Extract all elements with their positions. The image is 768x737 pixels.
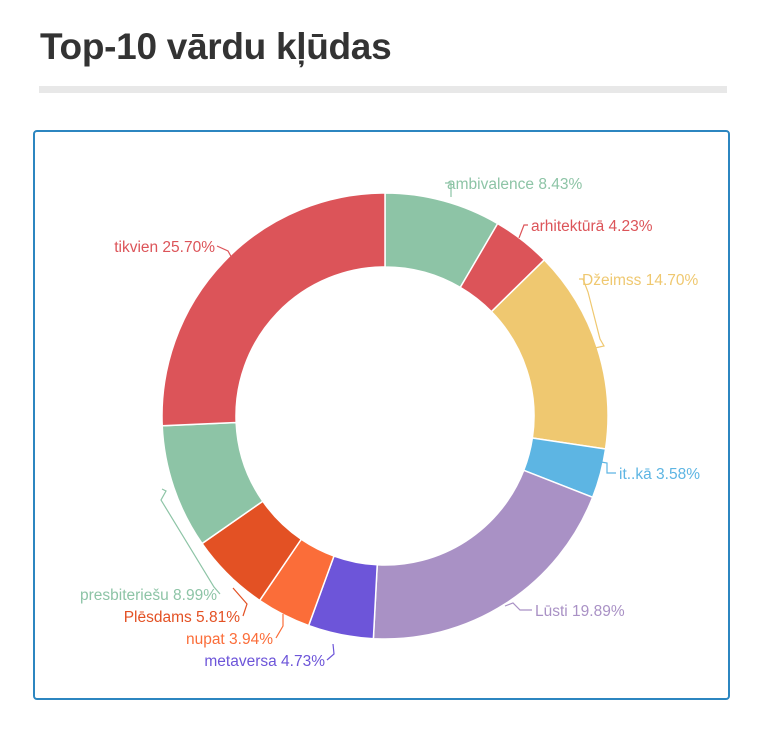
slice-label: presbiteriešu 8.99% xyxy=(80,587,217,604)
leader-line xyxy=(216,245,234,261)
leader-line xyxy=(445,182,452,197)
slices-layer xyxy=(161,192,609,640)
page-title: Top-10 vārdu kļūdas xyxy=(40,26,392,67)
leader-line xyxy=(326,643,335,661)
slice-label: it..kā 3.58% xyxy=(619,466,700,483)
leader-line xyxy=(504,602,532,611)
slice-label: Džeimss 14.70% xyxy=(582,272,699,289)
chart-card: ambivalence 8.43% arhitektūrā 4.23% Džeims… xyxy=(33,130,730,700)
leader-line xyxy=(232,587,248,617)
leader-line xyxy=(160,488,221,595)
slice-label: metaversa 4.73% xyxy=(204,653,325,670)
leader-line xyxy=(275,614,284,639)
leader-line xyxy=(600,461,616,474)
slice-label: nupat 3.94% xyxy=(186,631,273,648)
slice-label: arhitektūrā 4.23% xyxy=(531,218,653,235)
slice-label: Plēsdams 5.81% xyxy=(124,609,241,626)
title-divider xyxy=(39,86,727,93)
leader-line xyxy=(518,224,528,239)
leaders-layer xyxy=(160,182,616,661)
slice-tikvien[interactable] xyxy=(161,192,386,427)
slice-label: Lūsti 19.89% xyxy=(535,603,625,620)
leader-line xyxy=(579,278,605,349)
slice-label: ambivalence 8.43% xyxy=(447,176,582,193)
donut-chart: ambivalence 8.43% arhitektūrā 4.23% Džeims… xyxy=(80,176,700,670)
labels-layer: ambivalence 8.43% arhitektūrā 4.23% Džeims… xyxy=(80,176,700,670)
slice-label: tikvien 25.70% xyxy=(114,239,215,256)
